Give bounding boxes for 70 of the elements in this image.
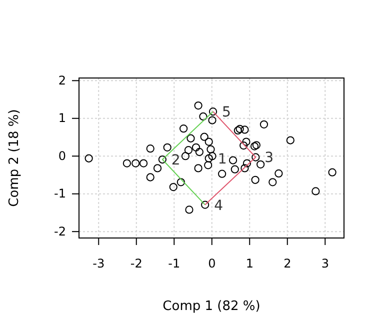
point [132,159,140,168]
point [139,159,148,168]
point [328,168,336,176]
point [252,141,260,150]
point [236,124,244,134]
annotation: 2 [171,152,180,169]
point [260,120,268,128]
point [256,160,265,168]
point [194,101,202,110]
point [169,182,178,192]
point [240,126,249,134]
point [184,146,193,154]
point [176,178,185,186]
point [312,187,320,196]
point [199,112,208,121]
annotation: 1 [218,151,227,168]
point [252,153,260,162]
point [192,143,200,152]
point [201,200,210,209]
annotation: 4 [214,198,224,214]
y-tick-label: -2 [54,224,66,238]
point [234,126,242,135]
point [251,176,260,184]
point [228,156,238,164]
point [240,164,249,172]
point [146,144,154,153]
point [186,134,195,142]
point [208,108,218,116]
point [204,138,213,146]
point [195,148,204,156]
y-tick-label: 1 [58,111,66,126]
y-tick-label: 2 [58,73,66,88]
point [286,136,294,144]
point [180,124,188,133]
y-tick-label: -1 [54,186,66,201]
point [208,152,216,160]
x-axis-title: Comp 1 (82 %) [162,299,260,314]
point [230,165,239,174]
x-tick-label: -3 [92,256,105,271]
point [146,173,154,182]
point [206,145,215,154]
point [242,138,250,146]
point [84,154,93,162]
point [158,155,166,164]
point [268,178,277,186]
point [240,141,248,150]
point [204,154,213,162]
point [274,169,283,178]
x-tick-label: -1 [168,256,180,271]
annotation: 3 [264,150,274,166]
point [200,132,208,141]
x-tick-label: 3 [321,256,329,271]
point [250,142,259,150]
point [242,159,252,168]
point [163,143,172,152]
point [122,159,132,168]
point [153,164,162,172]
point [181,152,190,160]
y-tick-label: 0 [58,148,66,163]
x-tick-label: 0 [208,256,216,271]
annotation: 5 [222,104,231,121]
x-tick-label: 2 [284,256,292,271]
point [204,161,212,170]
x-tick-label: 1 [246,256,254,271]
point [185,206,194,214]
point [208,116,216,124]
y-axis-title: Comp 2 (18 %) [7,109,22,207]
point [218,170,226,178]
point [194,164,202,172]
x-tick-label: -2 [130,256,142,271]
